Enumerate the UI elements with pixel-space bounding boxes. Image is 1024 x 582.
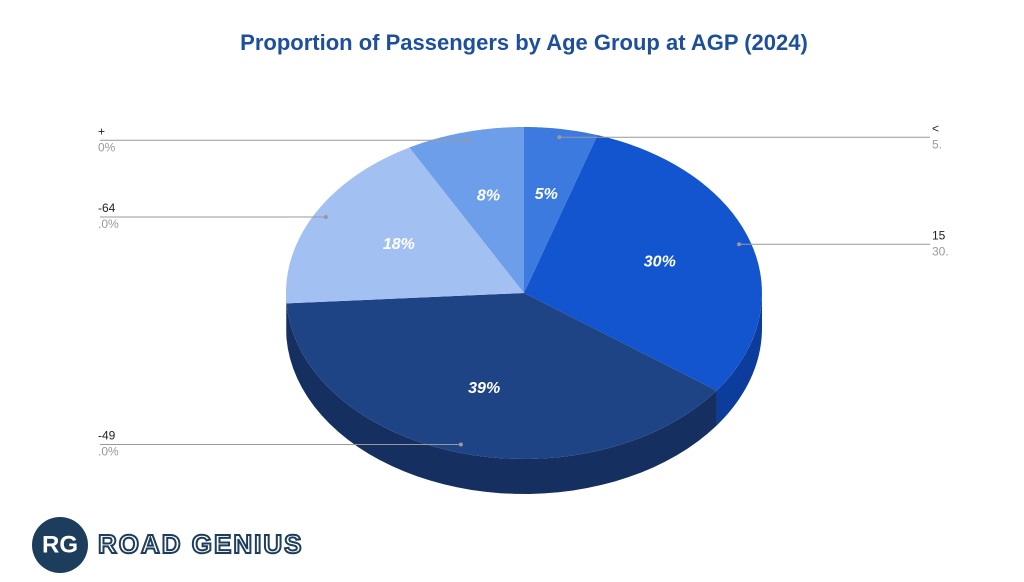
slice	[286, 147, 524, 304]
legend-label: +	[98, 124, 105, 138]
callout-value: 30.	[932, 244, 949, 258]
legend-label: -64	[98, 201, 116, 215]
leader-dot	[458, 442, 463, 447]
leader-dot	[323, 215, 328, 220]
legend-label: -49	[98, 429, 116, 443]
chart-title: Proportion of Passengers by Age Group at…	[240, 30, 808, 55]
logo-mark: RG	[42, 531, 78, 558]
legend-label: 15	[932, 228, 946, 242]
data-label: 5%	[535, 186, 558, 203]
slice-side	[286, 303, 717, 494]
leader-dot	[737, 242, 742, 247]
logo-name: ROAD GENIUS	[98, 529, 303, 559]
logo: RG ROAD GENIUS	[32, 517, 303, 573]
slice-side	[716, 293, 762, 426]
leader-dot	[557, 135, 562, 140]
data-label: 8%	[477, 188, 500, 205]
slice	[524, 135, 762, 391]
slice	[286, 293, 717, 459]
callout-value: 5.	[932, 137, 942, 151]
callout-value: 0%	[98, 140, 116, 154]
logo-circle	[32, 517, 88, 573]
slice	[409, 127, 524, 293]
callout-value: .0%	[98, 217, 119, 231]
leader-dot	[465, 138, 470, 143]
callout-value: .0%	[98, 445, 119, 459]
legend-label: <	[932, 121, 939, 135]
data-label: 30%	[644, 253, 676, 270]
data-label: 39%	[468, 380, 500, 397]
slice	[524, 127, 598, 293]
data-label: 18%	[383, 236, 415, 253]
